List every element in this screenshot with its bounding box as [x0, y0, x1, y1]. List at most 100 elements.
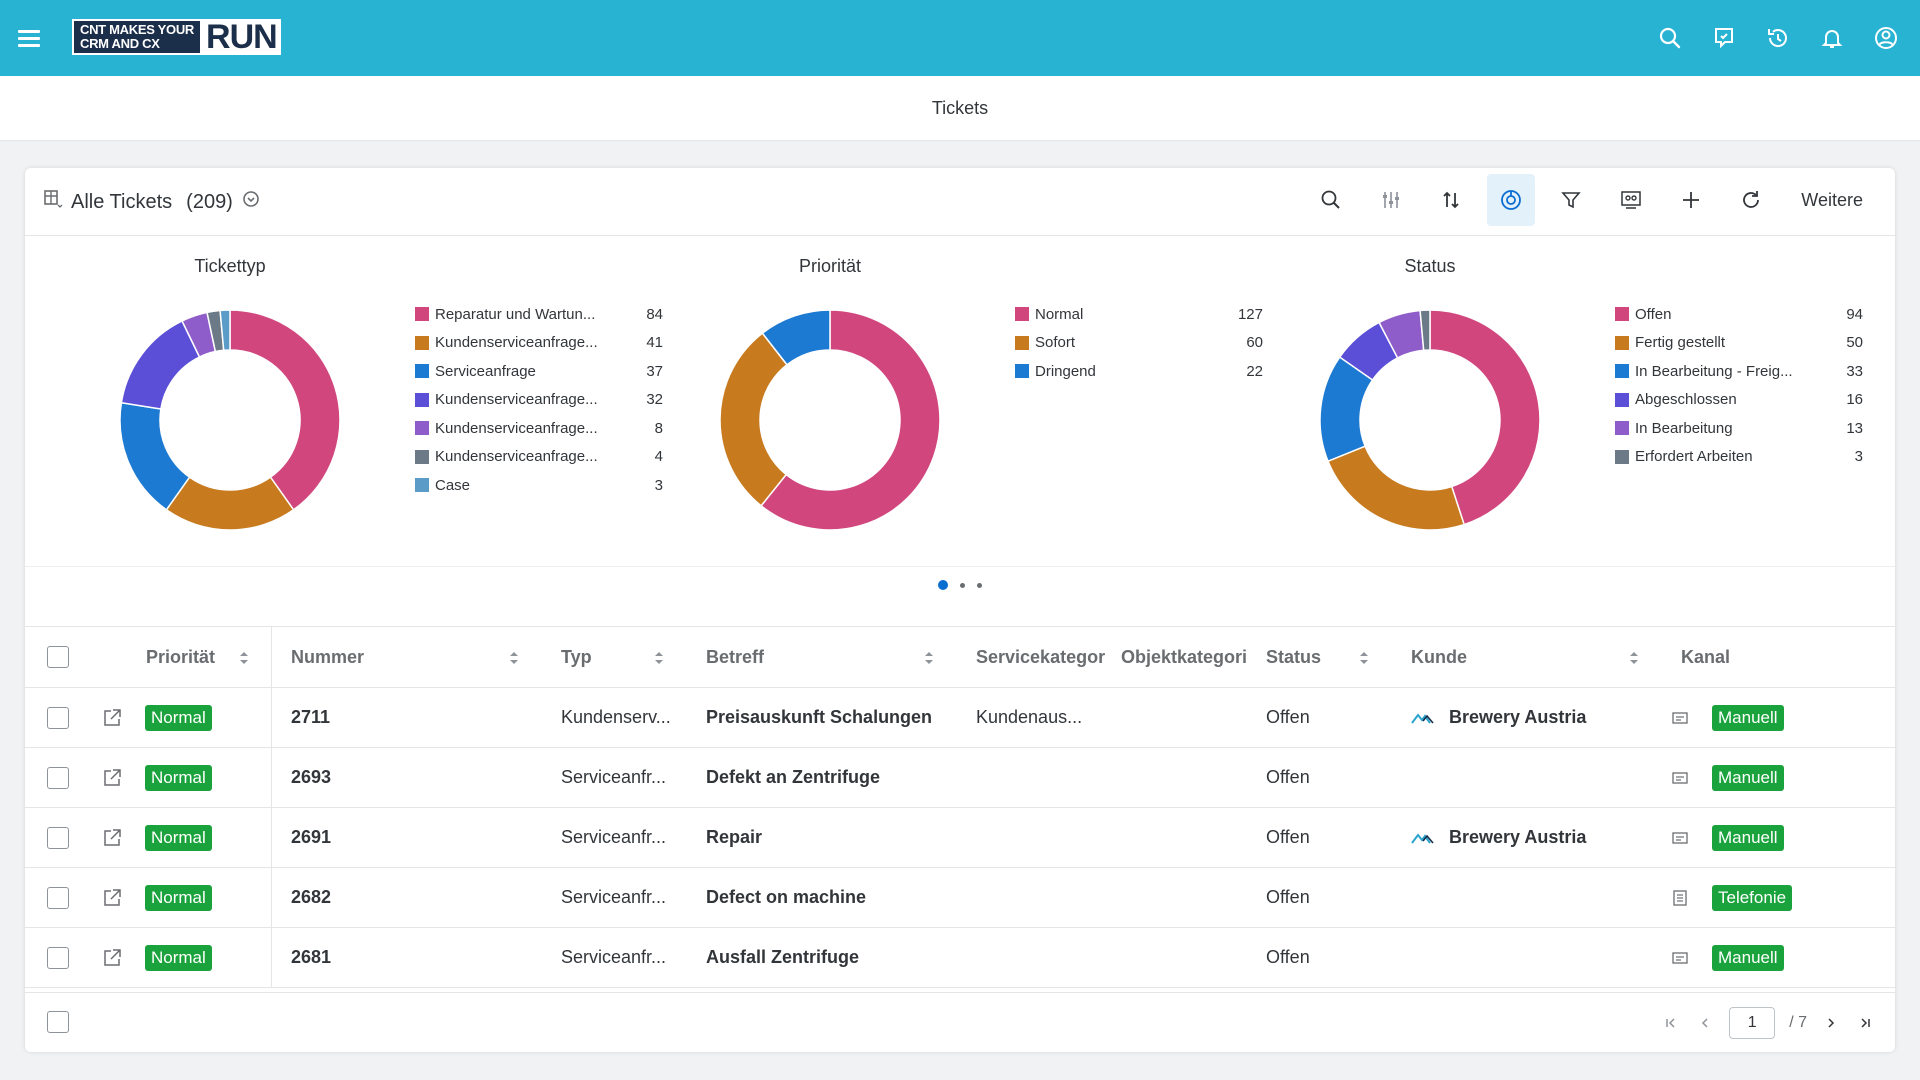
legend-item[interactable]: Sofort 60	[1015, 329, 1263, 358]
company-logo[interactable]: CNT MAKES YOUR CRM AND CX RUN	[72, 18, 281, 56]
legend-item[interactable]: Dringend 22	[1015, 357, 1263, 386]
customer-name[interactable]: Brewery Austria	[1449, 827, 1587, 847]
ticket-number[interactable]: 2682	[291, 887, 332, 907]
last-page-icon[interactable]	[1855, 1011, 1875, 1035]
donut-slice[interactable]	[1327, 445, 1466, 531]
donut-slice[interactable]	[219, 309, 231, 352]
open-in-new-icon[interactable]	[101, 748, 123, 807]
carousel-dot[interactable]	[960, 582, 965, 588]
legend-item[interactable]: In Bearbeitung 13	[1615, 414, 1863, 443]
col-header-servicekategorie[interactable]: Servicekategor	[976, 646, 1106, 667]
sort-icon[interactable]	[507, 649, 521, 667]
col-header-kanal[interactable]: Kanal	[1681, 646, 1731, 667]
sort-icon[interactable]	[1357, 649, 1371, 667]
sort-icon[interactable]	[237, 649, 251, 667]
select-page-checkbox[interactable]	[47, 1011, 69, 1033]
legend-item[interactable]: Serviceanfrage 37	[415, 357, 663, 386]
ticket-number[interactable]: 2693	[291, 767, 332, 787]
page-number-input[interactable]	[1729, 1007, 1776, 1039]
chart-view-icon[interactable]	[1487, 174, 1536, 226]
donut-slice[interactable]	[760, 309, 941, 531]
table-row[interactable]: Normal 2711 Kundenserv... Preisauskunft Sch…	[25, 688, 1895, 748]
legend-item[interactable]: Case 3	[415, 471, 663, 500]
legend-item[interactable]: In Bearbeitung - Freig... 33	[1615, 357, 1863, 386]
col-header-status[interactable]: Status	[1266, 646, 1322, 667]
more-button[interactable]: Weitere	[1801, 189, 1863, 210]
add-icon[interactable]	[1667, 174, 1715, 226]
legend-item[interactable]: Offen 94	[1615, 300, 1863, 329]
table-row[interactable]: Normal 2682 Serviceanfr... Defect on machin…	[25, 868, 1895, 928]
ticket-number[interactable]: 2691	[291, 827, 332, 847]
col-header-objektkategorie[interactable]: Objektkategori	[1121, 646, 1248, 667]
view-title[interactable]: Alle Tickets	[71, 190, 173, 213]
row-checkbox[interactable]	[47, 886, 69, 909]
ticket-subject[interactable]: Ausfall Zentrifuge	[706, 947, 860, 967]
donut-slice[interactable]	[165, 476, 295, 531]
open-in-new-icon[interactable]	[101, 928, 123, 987]
bell-icon[interactable]	[1816, 22, 1848, 54]
table-row[interactable]: Normal 2691 Serviceanfr... Repair Offen Brewe…	[25, 808, 1895, 868]
donut-chart[interactable]	[80, 300, 380, 540]
legend-item[interactable]: Erfordert Arbeiten 3	[1615, 443, 1863, 472]
col-header-betreff[interactable]: Betreff	[706, 646, 765, 667]
group-icon[interactable]	[1607, 174, 1655, 226]
open-in-new-icon[interactable]	[101, 808, 123, 867]
carousel-dot[interactable]	[977, 582, 982, 588]
view-selector-icon[interactable]	[41, 188, 63, 216]
legend-item[interactable]: Normal 127	[1015, 300, 1263, 329]
sort-icon[interactable]	[1427, 174, 1475, 226]
table-row[interactable]: Normal 2681 Serviceanfr... Ausfall Zentrifu…	[25, 928, 1895, 988]
row-checkbox[interactable]	[47, 766, 69, 789]
row-checkbox[interactable]	[47, 706, 69, 729]
ticket-subject[interactable]: Preisauskunft Schalungen	[706, 707, 933, 727]
donut-slice[interactable]	[229, 309, 341, 511]
first-page-icon[interactable]	[1661, 1011, 1681, 1035]
ticket-subject[interactable]: Defekt an Zentrifuge	[706, 767, 881, 787]
previous-page-icon[interactable]	[1695, 1011, 1715, 1035]
legend-item[interactable]: Kundenserviceanfrage... 4	[415, 443, 663, 472]
feedback-icon[interactable]	[1708, 22, 1740, 54]
legend-item[interactable]: Reparatur und Wartun... 84	[415, 300, 663, 329]
ticket-number[interactable]: 2711	[291, 707, 331, 727]
donut-slice[interactable]	[1429, 309, 1541, 526]
col-header-nummer[interactable]: Nummer	[291, 646, 365, 667]
service-category	[976, 868, 1116, 927]
carousel-dot[interactable]	[938, 580, 948, 590]
legend-item[interactable]: Abgeschlossen 16	[1615, 386, 1863, 415]
donut-chart[interactable]	[680, 300, 980, 540]
legend-item[interactable]: Kundenserviceanfrage... 32	[415, 386, 663, 415]
donut-slice[interactable]	[719, 332, 789, 507]
hamburger-menu-icon[interactable]	[18, 26, 40, 50]
table-row[interactable]: Normal 2693 Serviceanfr... Defekt an Zentri…	[25, 748, 1895, 808]
sort-icon[interactable]	[652, 649, 666, 667]
refresh-icon[interactable]	[1727, 174, 1775, 226]
ticket-subject[interactable]: Repair	[706, 827, 763, 847]
sort-icon[interactable]	[1627, 649, 1641, 667]
legend-item[interactable]: Kundenserviceanfrage... 8	[415, 414, 663, 443]
open-in-new-icon[interactable]	[101, 868, 123, 927]
chevron-down-circle-icon[interactable]	[241, 189, 261, 215]
next-page-icon[interactable]	[1821, 1011, 1841, 1035]
filter-icon[interactable]	[1547, 174, 1595, 226]
open-in-new-icon[interactable]	[101, 688, 123, 747]
donut-chart[interactable]	[1280, 300, 1580, 540]
donut-slice[interactable]	[761, 309, 831, 366]
search-icon[interactable]	[1307, 174, 1355, 226]
ticket-number[interactable]: 2681	[291, 947, 332, 967]
settings-sliders-icon[interactable]	[1367, 174, 1415, 226]
search-icon[interactable]	[1654, 22, 1686, 54]
user-icon[interactable]	[1870, 22, 1902, 54]
row-checkbox[interactable]	[47, 826, 69, 849]
col-header-kunde[interactable]: Kunde	[1411, 646, 1467, 667]
history-icon[interactable]	[1762, 22, 1794, 54]
ticket-subject[interactable]: Defect on machine	[706, 887, 867, 907]
col-header-prioritaet[interactable]: Priorität	[146, 646, 216, 667]
sort-icon[interactable]	[922, 649, 936, 667]
select-all-checkbox[interactable]	[47, 646, 69, 668]
legend-item[interactable]: Kundenserviceanfrage... 41	[415, 329, 663, 358]
legend-item[interactable]: Fertig gestellt 50	[1615, 329, 1863, 358]
col-header-typ[interactable]: Typ	[561, 646, 592, 667]
customer-name[interactable]: Brewery Austria	[1449, 707, 1587, 727]
donut-slice[interactable]	[1419, 309, 1431, 352]
row-checkbox[interactable]	[47, 946, 69, 969]
